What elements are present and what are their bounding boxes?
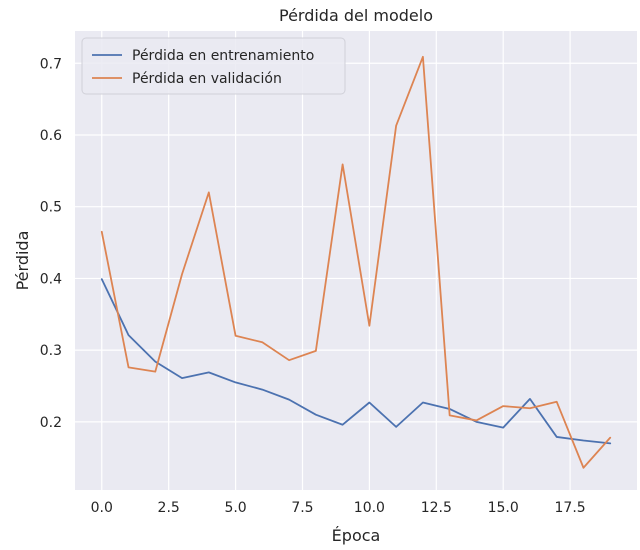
x-tick-label: 12.5 bbox=[421, 500, 452, 516]
x-tick-label: 5.0 bbox=[224, 500, 246, 516]
x-tick-label: 15.0 bbox=[488, 500, 519, 516]
y-tick-label: 0.7 bbox=[40, 56, 62, 72]
x-tick-label: 0.0 bbox=[91, 500, 113, 516]
grid bbox=[75, 31, 637, 490]
y-tick-label: 0.3 bbox=[40, 343, 62, 359]
series-line-2 bbox=[100, 55, 612, 469]
y-tick-label: 0.2 bbox=[40, 415, 62, 431]
y-tick-label: 0.6 bbox=[40, 128, 62, 144]
x-tick-label: 2.5 bbox=[158, 500, 180, 516]
x-axis-label: Época bbox=[332, 526, 381, 545]
x-tick-label: 10.0 bbox=[354, 500, 385, 516]
y-tick-label: 0.5 bbox=[40, 200, 62, 216]
series-lines bbox=[100, 55, 612, 469]
x-tick-label: 7.5 bbox=[291, 500, 313, 516]
legend-label: Pérdida en validación bbox=[132, 71, 282, 87]
x-tick-label: 17.5 bbox=[555, 500, 586, 516]
series-line-1 bbox=[100, 278, 612, 445]
y-tick-label: 0.4 bbox=[40, 271, 62, 287]
legend-box bbox=[81, 37, 346, 95]
legend-label: Pérdida en entrenamiento bbox=[132, 48, 314, 64]
legend: Pérdida en entrenamiento Pérdida en valid… bbox=[81, 37, 346, 95]
chart-title: Pérdida del modelo bbox=[279, 6, 433, 25]
y-axis-ticks: 0.2 0.3 0.4 0.5 0.6 0.7 bbox=[40, 56, 62, 431]
y-axis-label: Pérdida bbox=[13, 231, 32, 291]
x-axis-ticks: 0.0 2.5 5.0 7.5 10.0 12.5 15.0 17.5 bbox=[91, 500, 586, 516]
plot-background bbox=[75, 31, 637, 490]
